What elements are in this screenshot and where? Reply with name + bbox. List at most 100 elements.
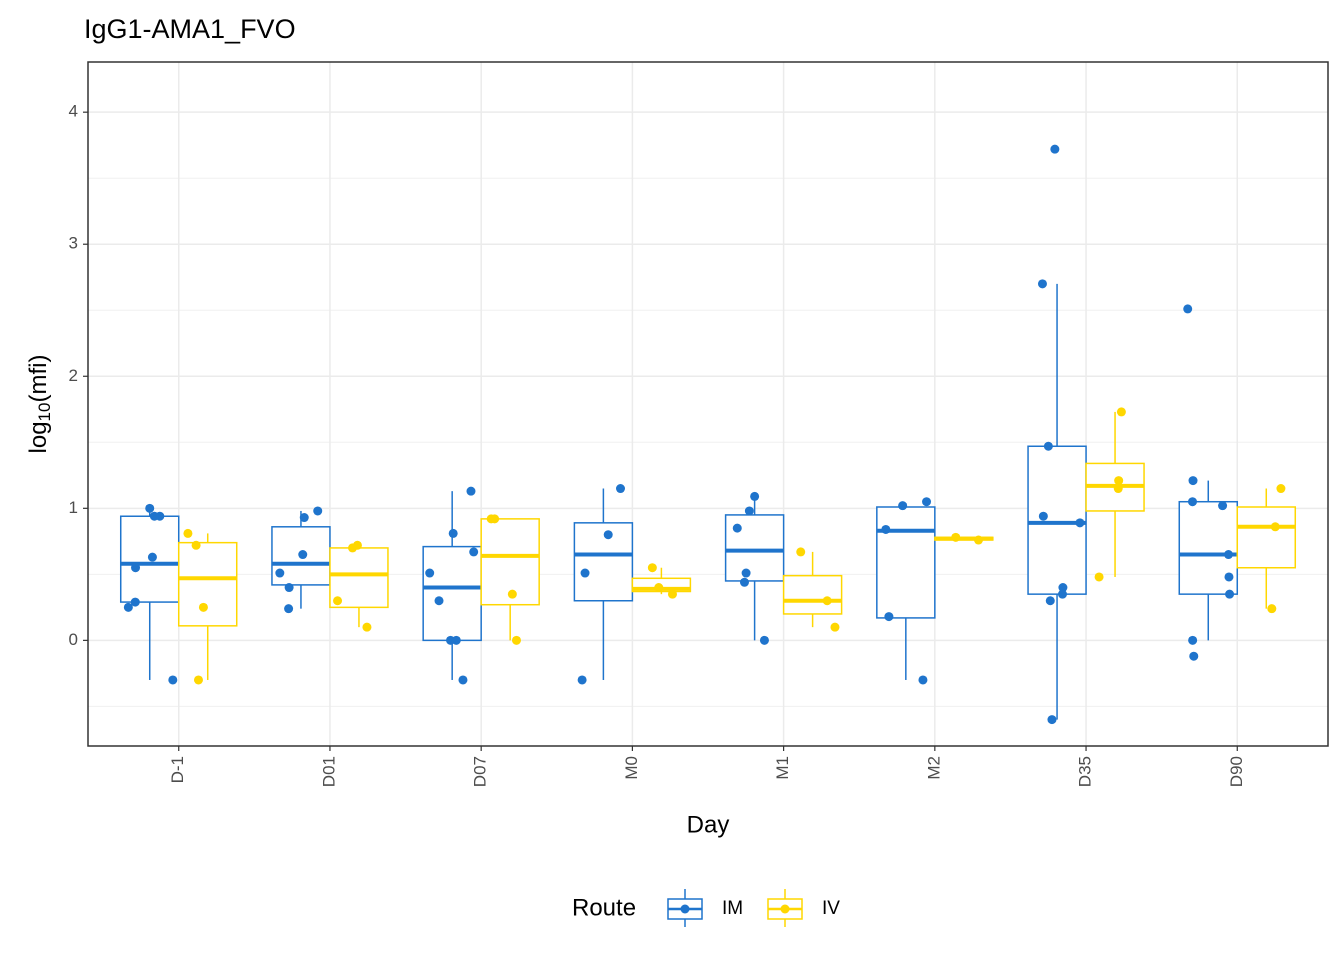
- point: [1188, 635, 1198, 645]
- y-tick-label: 3: [69, 234, 78, 253]
- point: [486, 514, 496, 524]
- point: [1050, 144, 1060, 154]
- point: [511, 635, 521, 645]
- point: [1057, 589, 1067, 599]
- box: [1178, 304, 1239, 661]
- point: [1225, 589, 1235, 599]
- point: [130, 597, 140, 607]
- chart-title: IgG1-AMA1_FVO: [84, 14, 296, 44]
- x-tick-label: D35: [1076, 756, 1095, 787]
- point: [1183, 304, 1193, 314]
- box: [876, 497, 936, 685]
- y-tick-label: 2: [69, 366, 78, 385]
- point: [131, 563, 141, 573]
- point: [362, 622, 372, 632]
- point: [918, 675, 928, 685]
- point: [1189, 651, 1199, 661]
- box-body: [782, 574, 843, 615]
- y-title-part: (mfi): [25, 355, 52, 403]
- box: [271, 506, 331, 614]
- box: [573, 484, 634, 685]
- box-body: [573, 522, 634, 602]
- point: [884, 612, 894, 622]
- point: [469, 547, 479, 557]
- point: [1058, 583, 1068, 593]
- point: [1116, 407, 1126, 417]
- point: [759, 635, 769, 645]
- box: [782, 547, 843, 632]
- point: [1047, 715, 1057, 725]
- point: [425, 568, 435, 578]
- y-tick-label: 1: [69, 498, 78, 517]
- y-axis-title: log10(mfi): [25, 355, 54, 454]
- point: [198, 602, 208, 612]
- point: [739, 577, 749, 587]
- legend-item: IM: [667, 889, 743, 927]
- legend-title: Route: [572, 894, 636, 921]
- legend-label: IM: [722, 898, 743, 919]
- y-tick-label: 4: [69, 102, 78, 121]
- point: [1043, 441, 1053, 451]
- legend-label: IV: [822, 898, 840, 919]
- point: [298, 550, 308, 560]
- point: [1114, 476, 1124, 486]
- point: [284, 583, 294, 593]
- box-body: [422, 545, 482, 642]
- point: [732, 523, 742, 533]
- point: [654, 583, 664, 593]
- point: [881, 524, 891, 534]
- point: [275, 568, 285, 578]
- box: [329, 540, 389, 632]
- point: [580, 568, 590, 578]
- point: [922, 497, 932, 507]
- x-tick-label: M1: [773, 756, 792, 780]
- point: [951, 532, 961, 542]
- point: [822, 596, 832, 606]
- point: [193, 675, 203, 685]
- x-tick-label: M0: [622, 756, 641, 780]
- box-body: [876, 506, 936, 619]
- point: [647, 563, 657, 573]
- box-body: [177, 541, 238, 627]
- point: [191, 540, 201, 550]
- y-title-part: log: [25, 421, 52, 453]
- point: [1038, 511, 1048, 521]
- x-tick-label: D-1: [168, 756, 187, 783]
- plot-border: [87, 61, 1329, 747]
- legend-item: IV: [767, 889, 840, 927]
- box: [480, 514, 540, 645]
- legend-key: [780, 904, 790, 914]
- point: [458, 675, 468, 685]
- point: [830, 622, 840, 632]
- x-tick-label: M2: [924, 756, 943, 780]
- x-tick-label: D01: [319, 756, 338, 787]
- point: [1188, 476, 1198, 486]
- point: [168, 675, 178, 685]
- y-title-part: 10: [35, 403, 54, 422]
- box: [1027, 144, 1087, 725]
- point: [1223, 550, 1233, 560]
- point: [183, 528, 193, 538]
- point: [507, 589, 517, 599]
- legend-key: [680, 904, 690, 914]
- point: [744, 506, 754, 516]
- box: [724, 491, 785, 645]
- point: [603, 530, 613, 540]
- point: [333, 596, 343, 606]
- box: [1085, 407, 1145, 582]
- point: [1270, 522, 1280, 532]
- point: [299, 513, 309, 523]
- y-tick-label: 0: [69, 630, 78, 649]
- point: [348, 543, 358, 553]
- point: [149, 511, 159, 521]
- x-tick-label: D90: [1227, 756, 1246, 787]
- point: [123, 602, 133, 612]
- point: [615, 484, 625, 494]
- box: [177, 528, 238, 685]
- point: [434, 596, 444, 606]
- point: [1045, 596, 1055, 606]
- point: [451, 635, 461, 645]
- point: [1267, 604, 1277, 614]
- point: [741, 568, 751, 578]
